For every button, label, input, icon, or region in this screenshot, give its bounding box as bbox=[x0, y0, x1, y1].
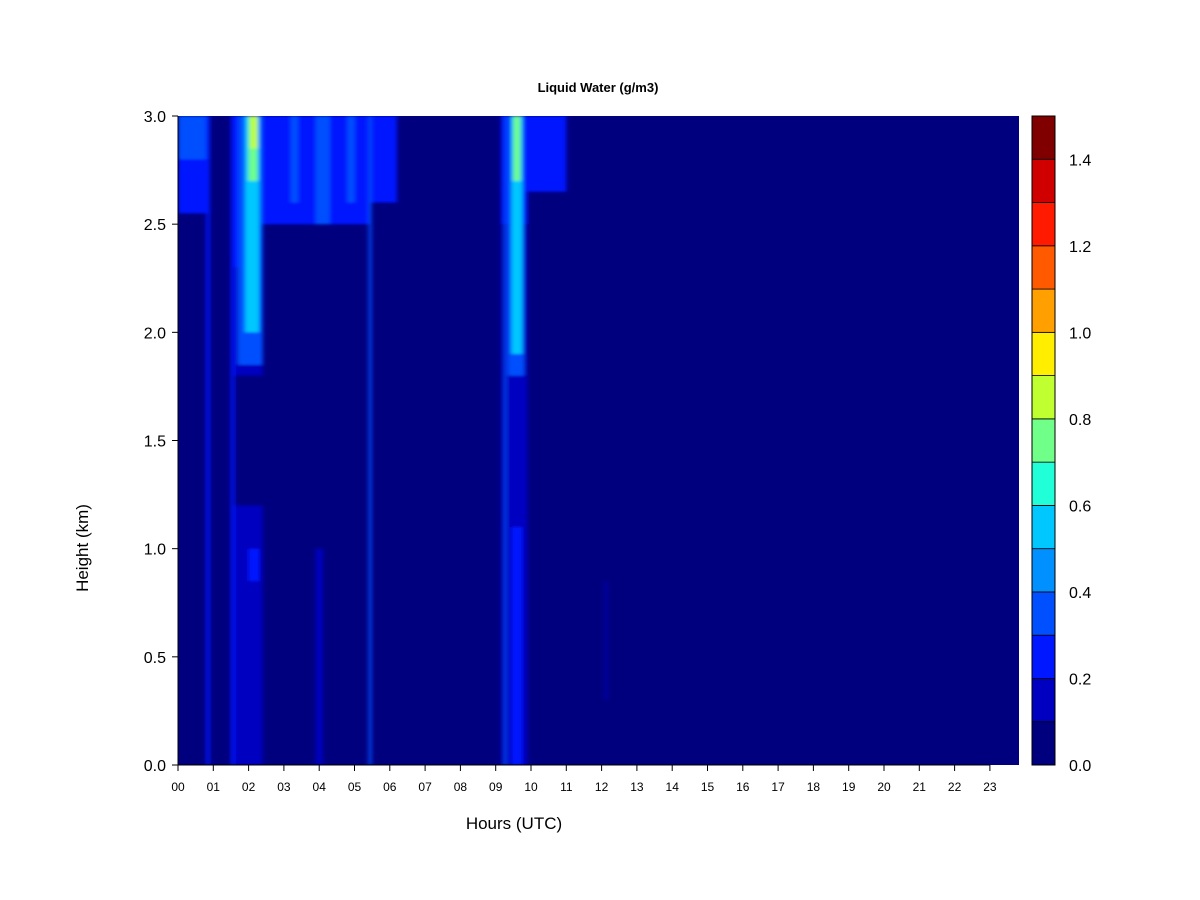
heatmap-patch bbox=[178, 116, 210, 160]
x-tick-label: 14 bbox=[666, 780, 680, 794]
y-tick-label: 0.5 bbox=[144, 650, 166, 667]
colorbar-tick-label: 0.8 bbox=[1069, 412, 1091, 429]
x-tick-label: 03 bbox=[277, 780, 291, 794]
y-tick-label: 1.5 bbox=[144, 434, 166, 451]
colorbar-tick-label: 0.0 bbox=[1069, 758, 1091, 775]
heatmap-patch bbox=[315, 548, 323, 765]
y-tick-label: 3.0 bbox=[144, 109, 166, 126]
colorbar-tick-label: 1.0 bbox=[1069, 325, 1091, 342]
heatmap-patch bbox=[371, 116, 397, 203]
colorbar-swatch bbox=[1031, 461, 1056, 506]
x-tick-label: 09 bbox=[489, 780, 503, 794]
colorbar-tick-label: 0.4 bbox=[1069, 585, 1091, 602]
x-tick-label: 00 bbox=[171, 780, 185, 794]
y-tick-label: 0.0 bbox=[144, 758, 166, 775]
heatmap-patch bbox=[527, 116, 567, 192]
colorbar-swatch bbox=[1031, 678, 1056, 723]
colorbar-tick-label: 1.4 bbox=[1069, 152, 1091, 169]
colorbar-swatch bbox=[1031, 634, 1056, 679]
colorbar-swatch bbox=[1031, 288, 1056, 333]
x-tick-label: 11 bbox=[560, 780, 573, 794]
colorbar-swatch bbox=[1031, 548, 1056, 593]
colorbar-tick-label: 0.6 bbox=[1069, 498, 1091, 515]
colorbar-swatch bbox=[1031, 721, 1056, 766]
colorbar-tick-label: 0.2 bbox=[1069, 671, 1091, 688]
x-tick-label: 16 bbox=[736, 780, 750, 794]
heatmap-patch bbox=[605, 581, 607, 701]
colorbar-swatch bbox=[1031, 591, 1056, 636]
colorbar-tick-label: 1.2 bbox=[1069, 239, 1091, 256]
colorbar-swatch bbox=[1031, 158, 1056, 203]
plot-area bbox=[178, 116, 1019, 765]
x-tick-label: 22 bbox=[948, 780, 962, 794]
chart-title: Liquid Water (g/m3) bbox=[538, 80, 659, 95]
colorbar-swatch bbox=[1031, 418, 1056, 463]
x-tick-label: 20 bbox=[877, 780, 891, 794]
x-tick-label: 05 bbox=[348, 780, 362, 794]
heatmap-patch bbox=[511, 527, 523, 765]
heatmap-patch bbox=[347, 116, 355, 203]
colorbar-swatch bbox=[1031, 375, 1056, 420]
x-tick-label: 17 bbox=[771, 780, 785, 794]
x-tick-label: 23 bbox=[983, 780, 997, 794]
heatmap-features bbox=[178, 116, 607, 765]
heatmap-patch bbox=[206, 116, 210, 765]
y-tick-label: 2.0 bbox=[144, 325, 166, 342]
heatmap-patch bbox=[250, 116, 258, 149]
heatmap-patch bbox=[368, 116, 372, 765]
colorbar-frame bbox=[1031, 115, 1056, 766]
x-tick-label: 13 bbox=[630, 780, 644, 794]
y-tick-label: 1.0 bbox=[144, 542, 166, 559]
heatmap-patch bbox=[315, 116, 330, 225]
x-tick-label: 12 bbox=[595, 780, 609, 794]
x-tick-label: 10 bbox=[524, 780, 538, 794]
x-tick-label: 15 bbox=[701, 780, 715, 794]
colorbar-swatch bbox=[1031, 202, 1056, 247]
heatmap-patch bbox=[504, 116, 507, 765]
x-tick-label: 01 bbox=[207, 780, 221, 794]
x-tick-label: 18 bbox=[807, 780, 821, 794]
colorbar-swatch bbox=[1031, 245, 1056, 290]
x-tick-label: 08 bbox=[454, 780, 468, 794]
x-tick-label: 07 bbox=[418, 780, 432, 794]
heatmap-patch bbox=[511, 116, 523, 354]
x-tick-label: 04 bbox=[313, 780, 327, 794]
x-tick-label: 19 bbox=[842, 780, 856, 794]
heatmap-patch bbox=[290, 116, 299, 203]
x-tick-label: 21 bbox=[913, 780, 927, 794]
heatmap-patch bbox=[248, 548, 260, 582]
x-tick-label: 06 bbox=[383, 780, 397, 794]
colorbar-swatch bbox=[1031, 504, 1056, 550]
y-axis-label: Height (km) bbox=[73, 504, 92, 592]
y-tick-label: 2.5 bbox=[144, 217, 166, 234]
x-tick-label: 02 bbox=[242, 780, 256, 794]
x-axis-label: Hours (UTC) bbox=[466, 814, 562, 833]
colorbar: 0.0 0.2 0.4 0.6 0.8 1.0 1.2 1.4 bbox=[1031, 115, 1091, 775]
colorbar-swatch bbox=[1031, 115, 1056, 160]
heatmap-patch bbox=[230, 505, 263, 765]
heatmap-patch bbox=[513, 116, 521, 181]
x-axis: 00 01 02 03 04 05 06 07 08 09 10 11 12 13 14 15 16 17 18 19… bbox=[171, 764, 997, 794]
colorbar-swatch bbox=[1031, 331, 1056, 377]
heatmap-patch bbox=[230, 116, 235, 765]
y-axis: 0.0 0.5 1.0 1.5 2.0 2.5 3.0 bbox=[144, 109, 179, 775]
